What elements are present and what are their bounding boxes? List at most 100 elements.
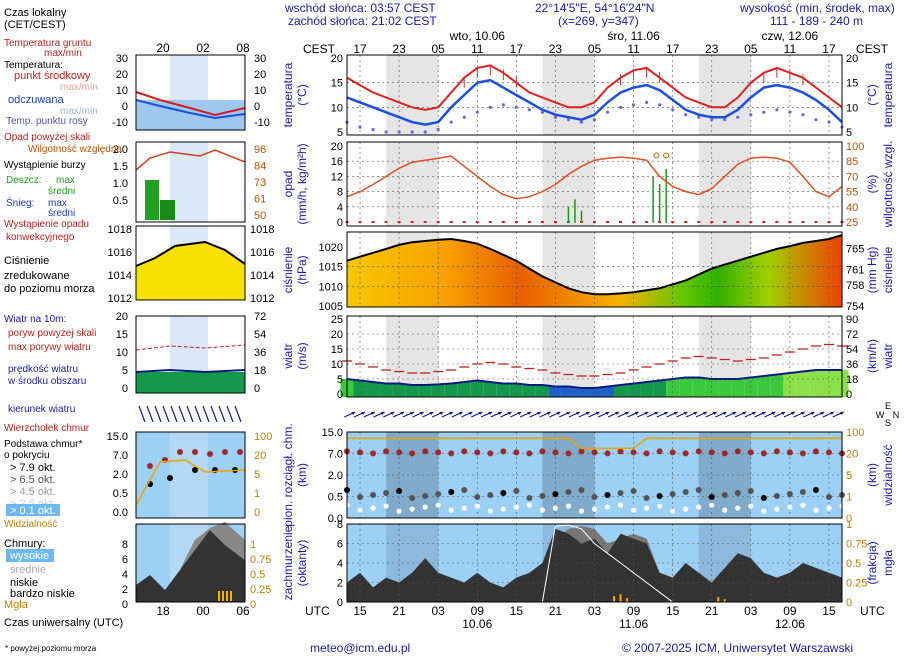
wind-arrow-head xyxy=(673,412,678,415)
tick-label: 0 xyxy=(337,217,343,229)
fog-axis-unit: (frakcja) xyxy=(865,541,879,584)
tick-label: 5 xyxy=(337,374,343,386)
legend-medium: średnie xyxy=(10,564,46,576)
tick-label: 15 xyxy=(331,344,343,356)
wind-bar xyxy=(757,376,771,397)
wind-bar xyxy=(561,386,575,397)
legend-cloudtop-dot xyxy=(147,463,153,469)
legend-precip-tick: 1.5 xyxy=(113,161,128,173)
legend-rh-tick: 96 xyxy=(254,144,266,156)
wind-axis-title2: wiatr xyxy=(881,343,895,369)
precip-marker xyxy=(684,221,688,223)
night-band xyxy=(542,316,595,397)
wind-arrow-head xyxy=(644,412,649,415)
cloud-top-dot xyxy=(786,449,793,456)
legend-wind-arrow xyxy=(202,405,210,423)
bottom-hour-label: 21 xyxy=(392,604,406,618)
cloud-base-low-dot xyxy=(735,505,741,511)
legend-gust-line xyxy=(135,344,246,351)
wind-bar xyxy=(405,385,419,397)
legend-cloudtop-dot xyxy=(222,449,228,455)
cloud-base-low-dot xyxy=(526,502,532,508)
legend-wind-arrow xyxy=(218,405,226,423)
bottom-hour-label: 15 xyxy=(666,604,680,618)
precip-marker xyxy=(775,221,779,223)
day-label-top: śro, 11.06 xyxy=(607,29,660,43)
wind-bar xyxy=(822,370,836,397)
bottom-hour-label: 21 xyxy=(549,604,563,618)
wind-bar xyxy=(496,383,510,397)
legend-precip-tick: 2.0 xyxy=(113,144,128,156)
legend-temp-tick: 0 xyxy=(122,101,128,113)
legend-rh-tick: 50 xyxy=(254,210,266,222)
dew-point-dot xyxy=(827,120,831,124)
wind-bar xyxy=(653,380,667,397)
wind-bar xyxy=(457,382,471,397)
cloud-top-dot xyxy=(682,450,689,457)
wind-arrow-head xyxy=(624,412,629,415)
tick-label: 8 xyxy=(337,519,343,531)
wind-arrow-head xyxy=(361,412,366,415)
bottom-hour-label: 15 xyxy=(510,604,524,618)
legend-mid-cloud-area xyxy=(180,522,245,570)
elevation-values: 111 - 189 - 240 m xyxy=(770,14,863,28)
legend-ground-temp: Temperatura gruntu xyxy=(4,38,91,49)
wind-arrow-head xyxy=(810,412,815,415)
wind-bar xyxy=(444,383,458,397)
wind-bar xyxy=(483,382,497,397)
legend-wind-arrow xyxy=(210,405,218,423)
wind-arrow-head xyxy=(742,412,747,415)
wind-bar xyxy=(535,385,549,397)
tick-label: 25 xyxy=(846,217,858,229)
legend-wind-arrow xyxy=(234,405,242,423)
wind-bar xyxy=(770,374,784,397)
wind-arrow-head xyxy=(488,412,493,415)
cloud-top-dot xyxy=(773,448,780,455)
legend-cloud-area xyxy=(136,530,245,602)
cloud-base-dot xyxy=(448,489,455,496)
cloud-base-dot xyxy=(786,491,793,498)
cloud-base-dot xyxy=(526,495,533,502)
cloud-base-low-dot xyxy=(513,504,519,510)
legend-snow-mid: średni xyxy=(48,208,75,219)
cloudcover-axis-unit: (oktanty) xyxy=(295,540,309,587)
bottom-hour-label: 03 xyxy=(432,604,446,618)
legend-temp-tick: 10 xyxy=(116,85,128,97)
tick-label: 0 xyxy=(337,597,343,609)
tick-label: 100 xyxy=(846,141,864,153)
storm-marker xyxy=(663,152,670,159)
precip-marker xyxy=(436,221,440,223)
fog-bar xyxy=(723,599,726,602)
cloud-base-low-dot xyxy=(487,508,493,514)
dew-point-dot xyxy=(566,118,571,122)
legend-temp-tick-r: 30 xyxy=(254,53,266,65)
cloud-base-dot xyxy=(539,493,546,500)
legend-cl-tick: 8 xyxy=(122,539,128,551)
tick-label: 1015 xyxy=(319,262,343,274)
cloud-base-low-dot xyxy=(357,507,363,513)
dew-point-dot xyxy=(436,127,440,132)
tick-label: 0.5 xyxy=(328,492,343,504)
legend-utc-title: Czas uniwersalny (UTC) xyxy=(4,617,123,629)
dew-point-dot xyxy=(540,110,544,114)
legend-high-bg xyxy=(6,549,54,562)
legend-temp-tick: 20 xyxy=(116,69,128,81)
tick-label: 0.25 xyxy=(846,578,867,590)
legend-top-hour: 02 xyxy=(196,41,210,55)
legend-storm: Wystąpienie burzy xyxy=(4,160,86,171)
legend-vis-tick: 1 xyxy=(254,488,260,500)
cloud-base-dot xyxy=(357,494,364,501)
panel-border xyxy=(346,431,843,519)
email-link[interactable]: meteo@icm.edu.pl xyxy=(310,641,410,655)
tick-label: 765 xyxy=(846,243,864,255)
cloud-base-dot xyxy=(630,488,637,495)
dew-point-dot xyxy=(592,118,597,122)
tick-label: 2 xyxy=(337,578,343,590)
legend-wind-line xyxy=(135,368,246,374)
night-band xyxy=(698,55,751,135)
wind-arrow-head xyxy=(390,412,395,415)
wind-bar xyxy=(431,384,445,397)
dew-point-dot xyxy=(384,130,388,134)
tick-label: 10 xyxy=(331,102,343,114)
legend-cloudtop-dot xyxy=(192,449,198,455)
